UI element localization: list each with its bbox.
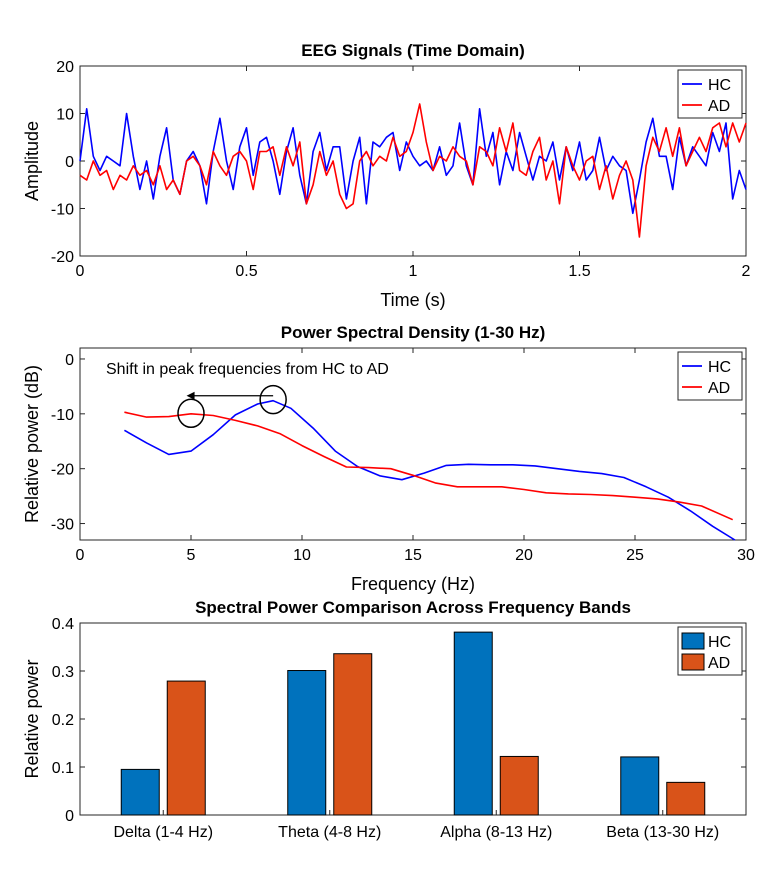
chart-title: Spectral Power Comparison Across Frequen… xyxy=(195,598,631,617)
x-tick-label: 1 xyxy=(409,263,418,280)
bar-hc xyxy=(453,631,493,816)
y-axis-label: Relative power (dB) xyxy=(22,365,42,523)
legend: HC AD xyxy=(677,69,743,119)
x-axis-label: Time (s) xyxy=(380,290,445,310)
x-tick-label: 20 xyxy=(515,547,533,564)
y-tick-label: -10 xyxy=(51,407,74,424)
peak-circle xyxy=(259,384,287,415)
peak-circle xyxy=(177,398,205,429)
y-tick-label: -10 xyxy=(51,202,74,219)
x-tick-label: 15 xyxy=(404,547,422,564)
bar-ad xyxy=(166,680,206,816)
legend-box xyxy=(677,69,743,119)
x-axis-label: Frequency (Hz) xyxy=(351,574,475,594)
y-tick-label: -20 xyxy=(51,249,74,266)
x-tick-label: 1.5 xyxy=(568,263,590,280)
category-label: Theta (4-8 Hz) xyxy=(278,824,381,841)
legend-swatch-hc xyxy=(681,632,705,650)
legend-label-ad: AD xyxy=(708,380,730,397)
category-label: Beta (13-30 Hz) xyxy=(606,824,719,841)
legend-label-ad: AD xyxy=(708,655,730,672)
legend-label-hc: HC xyxy=(708,77,731,94)
category-label: Alpha (8-13 Hz) xyxy=(440,824,552,841)
x-tick-label: 25 xyxy=(626,547,644,564)
y-tick-label: -20 xyxy=(51,462,74,479)
series-line-hc xyxy=(124,399,736,541)
plot-area xyxy=(79,65,747,257)
x-tick-label: 0 xyxy=(76,547,85,564)
legend: HC AD xyxy=(677,626,743,676)
bar-ad xyxy=(666,781,706,816)
y-tick-label: 0.4 xyxy=(52,616,74,633)
series-line-hc xyxy=(79,108,747,215)
y-tick-label: 20 xyxy=(56,59,74,76)
bar-hc xyxy=(120,768,160,816)
series-line-ad xyxy=(124,411,734,521)
series-line-ad xyxy=(79,103,747,238)
x-tick-label: 5 xyxy=(187,547,196,564)
y-tick-label: 10 xyxy=(56,107,74,124)
legend-swatch-ad xyxy=(681,653,705,671)
x-tick-label: 30 xyxy=(737,547,755,564)
x-tick-label: 0 xyxy=(76,263,85,280)
y-tick-label: 0 xyxy=(65,154,74,171)
bar-ad xyxy=(499,755,539,816)
y-tick-label: 0.2 xyxy=(52,712,74,729)
x-tick-label: 2 xyxy=(742,263,751,280)
legend-box xyxy=(677,351,743,401)
y-tick-label: 0 xyxy=(65,352,74,369)
y-tick-label: -30 xyxy=(51,517,74,534)
bar-ad xyxy=(333,653,373,816)
subplot-2: 0 5 10 15 20 25 30 -30 -20 -10 0 Shift in peak freq… xyxy=(22,323,755,594)
y-tick-label: 0.3 xyxy=(52,664,74,681)
subplot-1: 0 0.5 1 1.5 2 -20 -10 0 10 20 HC AD EEG Signals (Tim… xyxy=(22,41,751,310)
x-tick-label: 10 xyxy=(293,547,311,564)
legend: HC AD xyxy=(677,351,743,401)
legend-label-hc: HC xyxy=(708,634,731,651)
legend-label-ad: AD xyxy=(708,98,730,115)
bar-hc xyxy=(287,670,327,816)
y-tick-label: 0.1 xyxy=(52,760,74,777)
annotation-arrowhead xyxy=(186,391,195,400)
y-axis-label: Amplitude xyxy=(22,121,42,201)
bar-hc xyxy=(620,756,660,816)
annotation-text: Shift in peak frequencies from HC to AD xyxy=(106,361,389,378)
y-tick-label: 0 xyxy=(65,808,74,825)
subplot-3: 0 0.1 0.2 0.3 0.4 Delta (1-4 Hz) Theta (4-8 Hz… xyxy=(22,598,747,841)
x-tick-label: 0.5 xyxy=(235,263,257,280)
y-axis-label: Relative power xyxy=(22,659,42,778)
legend-label-hc: HC xyxy=(708,359,731,376)
chart-title: EEG Signals (Time Domain) xyxy=(301,41,525,60)
category-label: Delta (1-4 Hz) xyxy=(113,824,213,841)
chart-title: Power Spectral Density (1-30 Hz) xyxy=(281,323,546,342)
